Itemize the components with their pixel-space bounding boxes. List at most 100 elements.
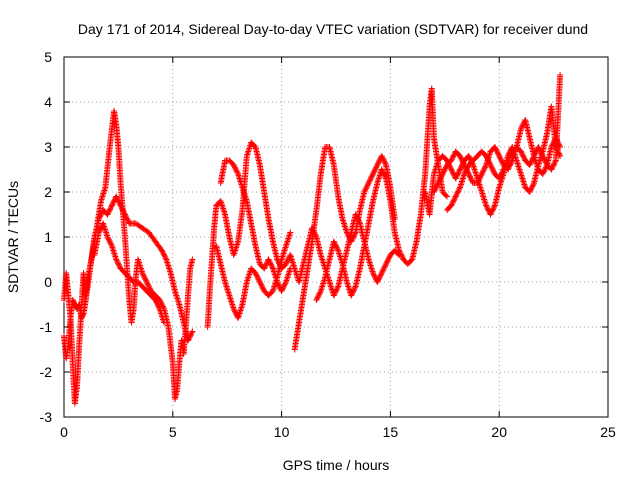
- data-point: [252, 144, 263, 167]
- series-track-l: [444, 72, 564, 213]
- data-point: [500, 158, 511, 173]
- data-point: [143, 288, 153, 298]
- data-point: [461, 163, 472, 177]
- data-point: [161, 306, 172, 329]
- data-point: [387, 198, 398, 234]
- data-point: [121, 270, 132, 280]
- data-point: [156, 297, 167, 311]
- series-track-i: [313, 85, 450, 303]
- data-point: [504, 158, 515, 173]
- data-point: [413, 213, 424, 245]
- data-point: [300, 244, 311, 267]
- data-point: [226, 157, 236, 167]
- data-point: [187, 258, 195, 272]
- data-point: [261, 189, 272, 221]
- data-point: [491, 186, 502, 209]
- data-point: [152, 297, 163, 311]
- series-track-d: [204, 139, 302, 330]
- data-point: [496, 167, 506, 182]
- data-point: [444, 203, 454, 213]
- data-point: [189, 256, 196, 263]
- data-point: [283, 267, 293, 285]
- data-point: [148, 288, 158, 298]
- y-tick-label: -3: [40, 409, 53, 425]
- data-point: [452, 167, 463, 182]
- data-point: [243, 198, 254, 225]
- data-point: [409, 240, 420, 263]
- data-point: [396, 247, 406, 262]
- data-point: [211, 204, 220, 231]
- data-point: [526, 154, 537, 168]
- data-point: [448, 194, 459, 209]
- data-point: [113, 121, 122, 149]
- data-point: [152, 238, 164, 253]
- data-point: [248, 265, 258, 275]
- data-point: [483, 153, 493, 167]
- data-point: [383, 175, 394, 203]
- data-point: [209, 226, 217, 263]
- y-tick-label: -2: [40, 364, 53, 380]
- data-point: [370, 163, 380, 177]
- data-point: [430, 181, 441, 195]
- data-point: [235, 208, 246, 245]
- data-point: [365, 199, 376, 227]
- data-point: [278, 280, 289, 294]
- x-tick-label: 5: [169, 424, 177, 440]
- data-point: [176, 301, 187, 324]
- data-point: [548, 158, 559, 173]
- data-point: [343, 231, 354, 254]
- data-point: [504, 149, 515, 164]
- data-point: [98, 186, 108, 204]
- data-point: [139, 283, 149, 293]
- data-point: [370, 181, 380, 204]
- chart-title: Day 171 of 2014, Sidereal Day-to-day VTE…: [78, 21, 588, 37]
- data-point: [313, 234, 324, 257]
- data-point: [444, 193, 450, 200]
- data-point: [204, 289, 213, 330]
- data-points: [61, 72, 564, 407]
- data-point: [356, 190, 367, 213]
- data-point: [217, 159, 228, 186]
- y-tick-label: 3: [44, 139, 52, 155]
- data-point: [283, 231, 293, 249]
- data-point: [185, 329, 195, 344]
- data-point: [256, 162, 267, 194]
- data-point: [557, 72, 564, 78]
- data-point: [291, 321, 302, 353]
- x-tick-label: 0: [60, 424, 68, 440]
- series-track-j: [422, 103, 564, 218]
- data-point: [265, 256, 276, 271]
- data-point: [189, 328, 196, 335]
- data-point: [165, 324, 176, 365]
- data-point: [487, 162, 498, 176]
- data-point: [465, 158, 475, 168]
- data-point: [163, 256, 174, 275]
- data-point: [348, 284, 358, 299]
- data-point: [121, 234, 130, 270]
- data-point: [113, 256, 123, 271]
- data-point: [104, 234, 115, 248]
- data-point: [522, 117, 533, 140]
- data-point: [239, 184, 250, 203]
- data-point: [313, 289, 324, 303]
- data-point: [230, 162, 241, 176]
- data-point: [426, 172, 437, 218]
- data-point: [145, 229, 158, 244]
- data-point: [356, 244, 367, 272]
- data-point: [65, 316, 74, 348]
- data-point: [296, 294, 307, 326]
- data-point: [265, 289, 275, 299]
- data-point: [317, 145, 328, 177]
- data-point: [491, 144, 502, 158]
- data-point: [117, 265, 127, 275]
- y-axis-label: SDTVAR / TECUs: [5, 181, 21, 293]
- data-point: [239, 280, 250, 308]
- data-point: [248, 139, 258, 149]
- data-point: [139, 270, 150, 284]
- data-point: [152, 292, 162, 302]
- data-point: [317, 276, 328, 294]
- x-tick-labels: 0 5 10 15 20 25: [60, 424, 616, 440]
- data-point: [132, 220, 144, 231]
- grid: [64, 57, 608, 417]
- data-point: [217, 261, 228, 284]
